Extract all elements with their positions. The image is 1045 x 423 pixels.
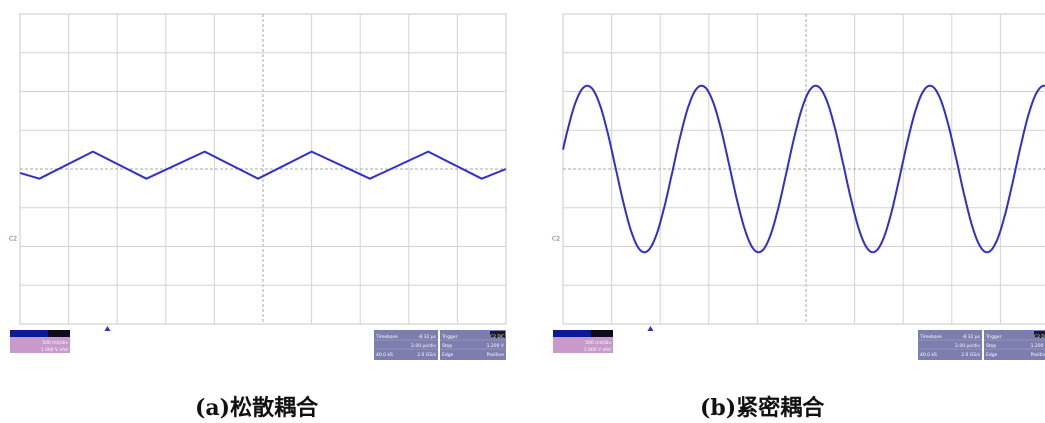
waveform-trace <box>19 150 507 180</box>
channel-info-line: 1.000 V ofst <box>41 347 69 353</box>
trigger-label: Edge <box>986 352 998 358</box>
timebase-value: 2.0 GS/s <box>961 352 980 358</box>
channel-info-line: 500 mV/div <box>42 340 68 346</box>
timebase-value: 2.0 GS/s <box>417 352 436 358</box>
trigger-value: C2 DC <box>1034 334 1045 340</box>
trigger-value: Positive <box>1031 352 1045 358</box>
trigger-marker-icon <box>647 326 654 331</box>
channel-info-line: 1.000 V ofst <box>584 347 612 353</box>
trigger-marker-icon <box>104 326 111 331</box>
trigger-label: Stop <box>986 343 996 349</box>
timebase-value: 2.00 µs/div <box>955 343 980 349</box>
timebase-box <box>918 330 982 360</box>
channel-info-box <box>10 337 70 353</box>
trigger-source-badge <box>1034 331 1045 338</box>
channel-bar <box>553 330 613 337</box>
trigger-value: Positive <box>487 352 505 358</box>
trigger-label: Trigger <box>441 334 458 340</box>
scope-panel-b: C2 500 mV/div 1.000 V ofst Timebase -8.32 µs… <box>540 0 1045 370</box>
trigger-label: Edge <box>442 352 454 358</box>
timebase-box <box>374 330 438 360</box>
scope-panel-a: C2 500 mV/div 1.000 V ofst Timebase -8.32 µs… <box>0 0 520 370</box>
channel-bar-dark <box>591 330 613 337</box>
timebase-value: -8.32 µs <box>962 334 981 340</box>
timebase-label: 40.0 kS <box>920 352 937 358</box>
channel-info-box <box>553 337 613 353</box>
caption-b: (b)紧密耦合 <box>700 395 825 421</box>
channel-marker-label: C2 <box>9 236 17 243</box>
timebase-label: 40.0 kS <box>376 352 393 358</box>
timebase-value: -8.32 µs <box>418 334 437 340</box>
caption-a: (a)松散耦合 <box>195 395 319 421</box>
timebase-label: Timebase <box>919 334 942 340</box>
trigger-value: 1.200 V <box>487 343 505 349</box>
channel-info-line: 500 mV/div <box>585 340 611 346</box>
timebase-value: 2.00 µs/div <box>411 343 436 349</box>
trigger-label: Stop <box>442 343 452 349</box>
trigger-value: C2 DC <box>490 334 504 340</box>
timebase-label: Timebase <box>375 334 398 340</box>
trigger-label: Trigger <box>985 334 1002 340</box>
trigger-source-badge <box>490 331 505 338</box>
channel-marker-label: C2 <box>552 236 560 243</box>
trigger-value: 1.200 V <box>1031 343 1045 349</box>
channel-bar-dark <box>48 330 70 337</box>
channel-bar <box>10 330 70 337</box>
waveform-trace <box>562 84 1045 254</box>
